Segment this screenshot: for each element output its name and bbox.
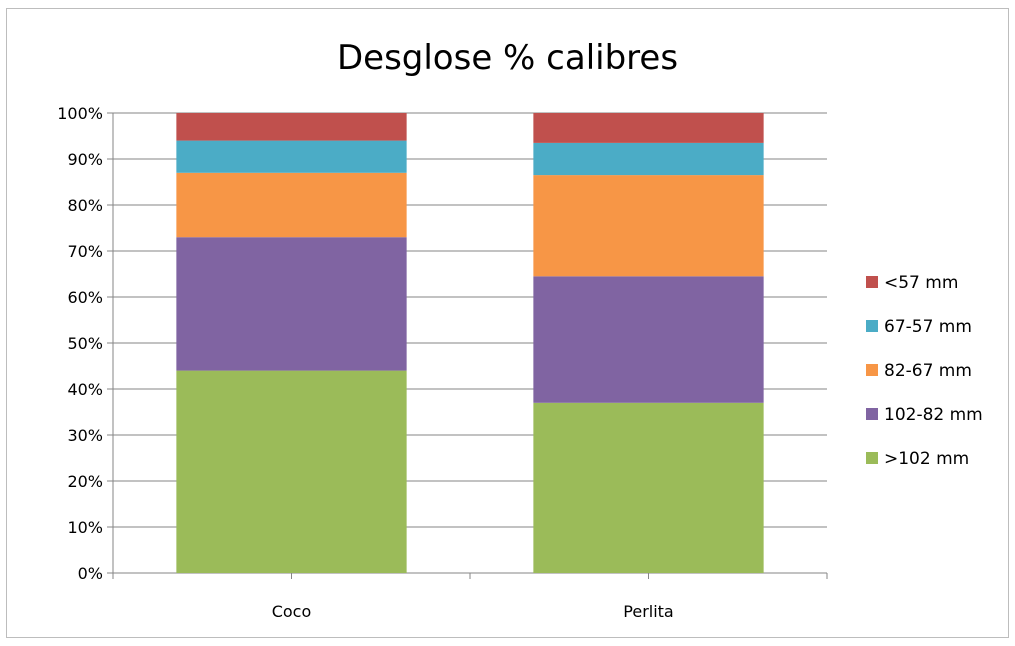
y-tick-label: 60% — [67, 288, 103, 307]
y-tick-label: 50% — [67, 334, 103, 353]
y-tick-label: 0% — [78, 564, 103, 583]
x-tick-label: Coco — [272, 602, 312, 621]
legend-swatch — [866, 276, 878, 288]
bar-segment — [533, 175, 764, 277]
y-tick-label: 40% — [67, 380, 103, 399]
bar-segment — [176, 237, 407, 371]
bar-segment — [176, 172, 407, 238]
bar-segment — [533, 113, 764, 143]
y-tick-label: 80% — [67, 196, 103, 215]
legend-label: <57 mm — [884, 273, 958, 293]
y-tick-label: 90% — [67, 150, 103, 169]
bar-segment — [533, 276, 764, 403]
legend-label: 102-82 mm — [884, 405, 983, 425]
y-tick-label: 70% — [67, 242, 103, 261]
bar-segment — [533, 402, 764, 573]
legend-swatch — [866, 452, 878, 464]
legend-swatch — [866, 320, 878, 332]
legend-label: >102 mm — [884, 449, 969, 469]
bar-segment — [176, 140, 407, 173]
legend-swatch — [866, 408, 878, 420]
x-tick-label: Perlita — [623, 602, 673, 621]
y-tick-label: 100% — [57, 104, 103, 123]
bar-segment — [176, 370, 407, 573]
legend-label: 67-57 mm — [884, 317, 972, 337]
legend-label: 82-67 mm — [884, 361, 972, 381]
chart-title: Desglose % calibres — [336, 38, 679, 78]
y-tick-label: 10% — [67, 518, 103, 537]
legend-swatch — [866, 364, 878, 376]
y-tick-label: 30% — [67, 426, 103, 445]
bar-segment — [533, 142, 764, 176]
bar-segment — [176, 113, 407, 141]
y-tick-label: 20% — [67, 472, 103, 491]
